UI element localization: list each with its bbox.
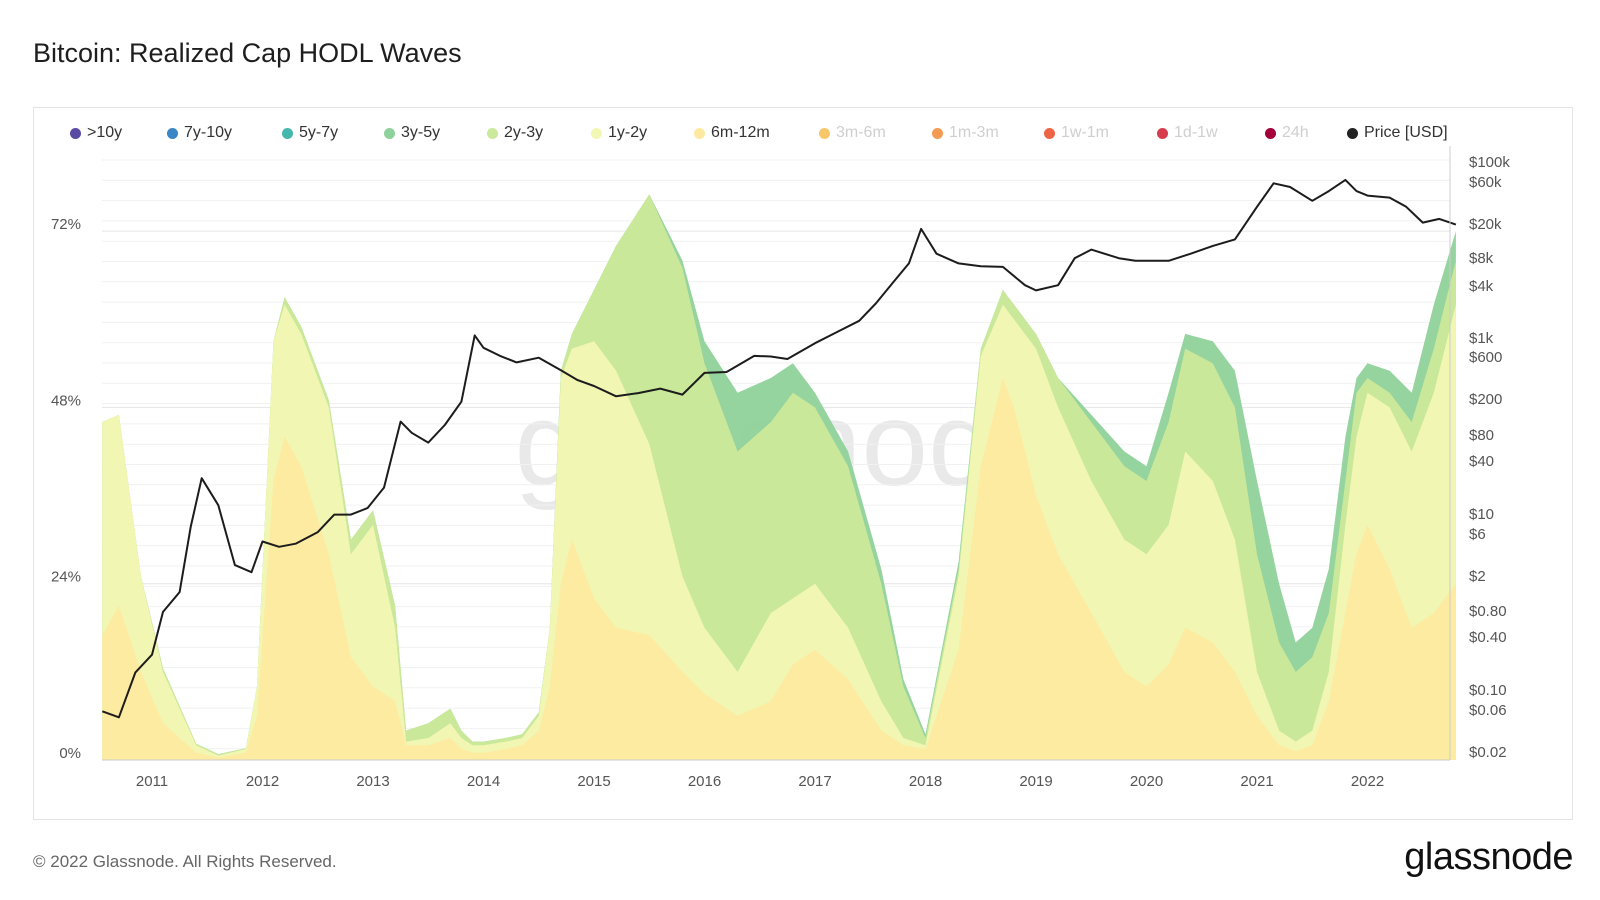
y-right-tick-label: $200 (1469, 391, 1502, 408)
legend-item[interactable]: 7y-10y (167, 122, 282, 144)
chart-panel (33, 107, 1573, 820)
legend-item[interactable]: 3m-6m (819, 122, 932, 144)
y-right-tick-label: $40 (1469, 453, 1494, 470)
legend-label: 1m-3m (949, 124, 999, 141)
legend-label: 1d-1w (1174, 124, 1218, 141)
legend-item[interactable]: 1w-1m (1044, 122, 1157, 144)
y-right-tick-label: $4k (1469, 278, 1494, 295)
legend-item[interactable]: 5y-7y (282, 122, 384, 144)
y-right-tick-label: $0.10 (1469, 682, 1507, 699)
area-series-1y-2y (102, 304, 1456, 760)
legend-dot-icon (1044, 127, 1055, 139)
y-right-tick-label: $60k (1469, 174, 1502, 191)
x-tick-label: 2017 (798, 773, 831, 790)
x-tick-label: 2014 (467, 773, 500, 790)
legend-item[interactable]: 1d-1w (1157, 122, 1265, 144)
page-title: Bitcoin: Realized Cap HODL Waves (33, 38, 462, 68)
y-right-tick-label: $6 (1469, 526, 1486, 543)
x-tick-label: 2018 (909, 773, 942, 790)
y-right-tick-label: $0.06 (1469, 702, 1507, 719)
x-tick-label: 2011 (136, 773, 168, 790)
legend-label: 5y-7y (299, 124, 339, 141)
x-tick-label: 2013 (356, 773, 389, 790)
legend-item[interactable]: 1y-2y (591, 122, 694, 144)
y-right-tick-label: $0.40 (1469, 629, 1507, 646)
x-tick-label: 2015 (577, 773, 610, 790)
legend-label: 7y-10y (184, 124, 233, 141)
legend-label: Price [USD] (1364, 124, 1448, 141)
legend-dot-icon (282, 127, 293, 139)
legend-item[interactable]: >10y (70, 122, 167, 144)
price-series (101, 178, 1457, 719)
x-tick-label: 2020 (1130, 773, 1163, 790)
x-tick-label: 2022 (1351, 773, 1384, 790)
legend-label: >10y (87, 124, 123, 141)
y-right-tick-label: $80 (1469, 427, 1494, 444)
price-line (101, 178, 1457, 719)
x-tick-label: 2021 (1240, 773, 1273, 790)
legend-item[interactable]: Price [USD] (1347, 122, 1457, 144)
legend-item[interactable]: 2y-3y (487, 122, 591, 144)
chart-legend: >10y 7y-10y 5y-7y 3y-5y 2y-3y 1y-2y 6m-12m 3m-6… (70, 122, 1457, 144)
legend-dot-icon (694, 127, 705, 139)
x-tick-label: 2019 (1019, 773, 1052, 790)
legend-dot-icon (819, 127, 830, 139)
legend-label: 1y-2y (608, 124, 648, 141)
axes: 2011 2012 2013 2014 2015 2016 2017 2018 2019 2020… (51, 146, 1510, 790)
legend-item[interactable]: 6m-12m (694, 122, 819, 144)
area-series-6m-12m (102, 378, 1456, 760)
y-right-tick-label: $100k (1469, 154, 1510, 171)
legend-label: 1w-1m (1061, 124, 1110, 141)
legend-label: 3y-5y (401, 124, 441, 141)
legend-item[interactable]: 24h (1265, 122, 1347, 144)
legend-dot-icon (932, 127, 943, 139)
y-left-tick-label: 0% (59, 745, 81, 762)
copyright-footer: © 2022 Glassnode. All Rights Reserved. (33, 852, 337, 871)
legend-dot-icon (1157, 127, 1168, 139)
y-right-tick-label: $2 (1469, 568, 1486, 585)
legend-dot-icon (384, 127, 395, 139)
y-right-tick-label: $0.80 (1469, 603, 1507, 620)
legend-label: 3m-6m (836, 124, 886, 141)
legend-item[interactable]: 3y-5y (384, 122, 487, 144)
y-left-tick-label: 24% (51, 569, 81, 586)
legend-label: 24h (1282, 124, 1309, 141)
legend-dot-icon (487, 127, 498, 139)
y-right-tick-label: $20k (1469, 216, 1502, 233)
legend-dot-icon (591, 127, 602, 139)
y-left-tick-label: 48% (51, 392, 81, 409)
legend-dot-icon (1265, 127, 1276, 139)
legend-label: 6m-12m (711, 124, 770, 141)
legend-item[interactable]: 1m-3m (932, 122, 1044, 144)
legend-dot-icon (167, 127, 178, 139)
x-tick-label: 2016 (688, 773, 721, 790)
area-series (102, 194, 1456, 760)
y-right-tick-label: $600 (1469, 349, 1502, 366)
y-right-tick-label: $1k (1469, 330, 1494, 347)
y-right-tick-label: $10 (1469, 506, 1494, 523)
legend-label: 2y-3y (504, 124, 544, 141)
legend-dot-icon (1347, 127, 1358, 139)
x-tick-label: 2012 (246, 773, 279, 790)
y-right-tick-label: $8k (1469, 250, 1494, 267)
legend-dot-icon (70, 127, 81, 139)
glassnode-logo: glassnode (1404, 836, 1573, 878)
y-right-tick-label: $0.02 (1469, 744, 1507, 761)
y-left-tick-label: 72% (51, 216, 81, 233)
